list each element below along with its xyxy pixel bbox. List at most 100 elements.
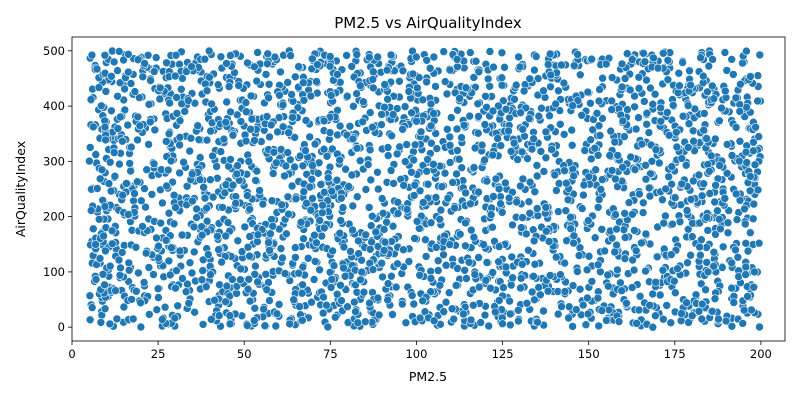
data-point [699, 179, 709, 188]
data-point [365, 145, 375, 155]
data-point [648, 289, 658, 299]
data-point [198, 255, 208, 265]
data-point [404, 87, 414, 96]
data-point [519, 86, 529, 96]
data-point [581, 320, 591, 330]
data-point [474, 253, 483, 262]
data-point [373, 168, 382, 177]
data-point [668, 101, 678, 110]
data-point [539, 306, 548, 316]
data-point [552, 186, 561, 195]
data-point [469, 163, 479, 172]
data-point [673, 88, 683, 98]
data-point [436, 205, 446, 215]
data-point [171, 203, 180, 212]
data-point [646, 83, 655, 93]
data-point [383, 279, 393, 288]
data-point [178, 274, 187, 283]
data-point [236, 264, 246, 274]
data-point [246, 91, 256, 101]
data-point [268, 221, 278, 231]
data-point [661, 211, 670, 221]
data-point [411, 52, 421, 62]
data-point [517, 259, 527, 269]
data-point [242, 107, 251, 116]
data-point [703, 226, 713, 235]
data-point [491, 174, 501, 184]
data-point [172, 93, 181, 102]
data-point [395, 77, 404, 86]
data-point [574, 251, 584, 260]
data-point [287, 181, 297, 191]
data-point [695, 242, 704, 252]
data-point [496, 192, 505, 201]
data-point [160, 302, 170, 312]
data-point [359, 97, 368, 106]
data-point [573, 50, 582, 59]
data-point [604, 305, 614, 315]
data-point [533, 317, 542, 327]
data-point [688, 126, 698, 136]
data-point [488, 222, 497, 232]
x-axis-ticks: 0 25 50 75 100 125 150 175 200 [68, 341, 772, 361]
data-point [399, 245, 408, 254]
data-point [555, 120, 565, 129]
data-point [202, 203, 211, 213]
data-point [536, 290, 545, 300]
data-point [560, 287, 570, 296]
data-point [407, 291, 417, 300]
data-point [308, 161, 317, 170]
data-point [462, 274, 471, 283]
data-point [573, 267, 582, 276]
data-point [590, 143, 600, 153]
data-point [471, 56, 481, 66]
data-point [291, 253, 300, 262]
data-point [738, 319, 748, 328]
data-point [663, 55, 673, 65]
data-point [373, 52, 383, 62]
data-point [236, 117, 246, 126]
data-point [426, 121, 436, 131]
data-point [530, 259, 540, 269]
data-point [368, 122, 377, 132]
data-point [113, 124, 123, 133]
data-point [656, 103, 665, 113]
data-point [534, 111, 544, 121]
data-point [247, 114, 257, 124]
data-point [285, 319, 295, 329]
data-point [653, 222, 662, 232]
data-point [617, 59, 627, 69]
data-point [485, 82, 495, 91]
data-point [323, 322, 333, 332]
data-point [642, 120, 652, 129]
data-point [635, 189, 644, 199]
data-point [222, 59, 231, 68]
data-point [628, 210, 637, 219]
data-point [461, 241, 470, 251]
data-point [532, 204, 542, 213]
data-point [720, 194, 730, 203]
data-point [192, 213, 201, 222]
data-point [358, 117, 368, 127]
data-point [425, 64, 435, 73]
data-point [564, 302, 574, 312]
data-point [441, 297, 451, 307]
data-point [344, 182, 354, 191]
data-point [626, 152, 636, 162]
x-tick-label: 125 [492, 347, 514, 361]
data-point [373, 242, 383, 251]
data-point [683, 101, 693, 110]
data-point [497, 80, 507, 90]
data-point [228, 131, 238, 140]
data-point [541, 227, 551, 236]
data-point [255, 186, 264, 195]
data-point [194, 135, 204, 144]
data-point [150, 125, 160, 135]
data-point [379, 246, 389, 255]
data-point [697, 299, 707, 309]
data-point [755, 50, 765, 60]
data-point [123, 120, 132, 130]
data-point [251, 176, 260, 185]
data-point [398, 125, 407, 134]
data-point [412, 117, 421, 126]
